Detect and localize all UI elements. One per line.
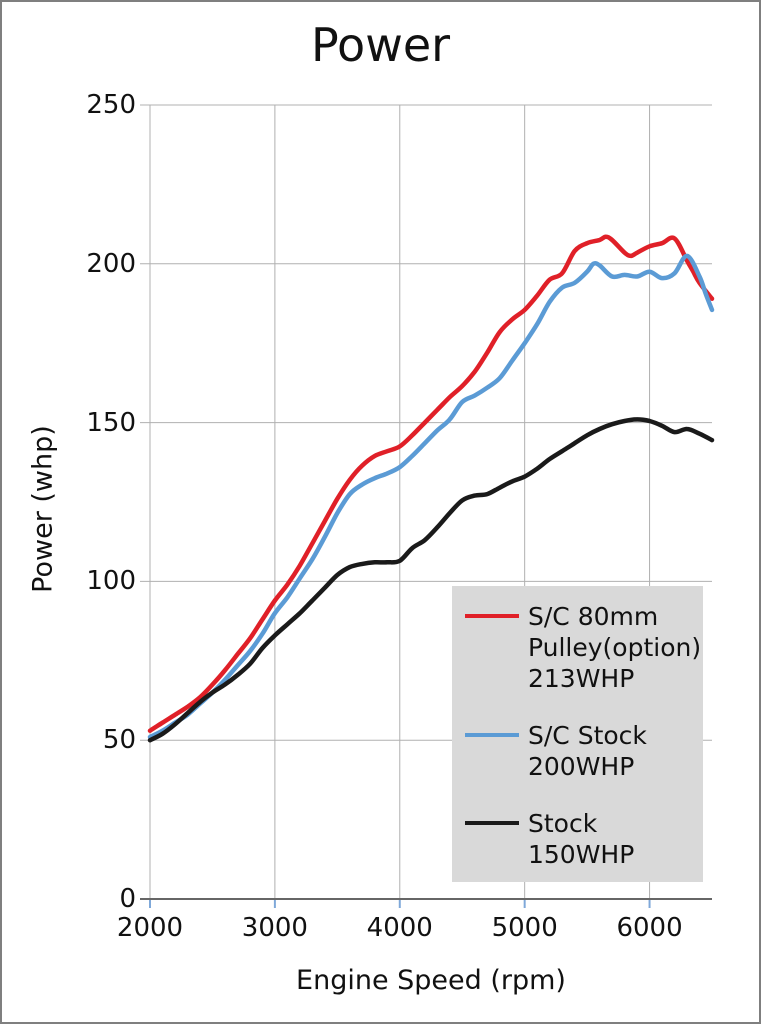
legend-line-sample — [465, 733, 519, 737]
legend-line-sample — [465, 821, 519, 825]
legend-label: Stock 150WHP — [528, 809, 635, 869]
y-axis-title: Power (whp) — [27, 425, 59, 593]
series-line — [147, 234, 715, 733]
legend: S/C 80mm Pulley(option) 213WHP S/C Stock 200… — [452, 586, 703, 882]
legend-label: S/C 80mm Pulley(option) 213WHP — [528, 602, 702, 693]
x-tick-label: 6000 — [616, 913, 683, 943]
series-line — [147, 417, 715, 743]
x-tick-label: 4000 — [366, 913, 433, 943]
legend-line-sample — [465, 614, 519, 618]
y-tick-label: 200 — [86, 248, 136, 279]
x-tick-label: 5000 — [491, 913, 558, 943]
legend-item: Stock 150WHP — [465, 808, 697, 870]
y-tick-label: 50 — [102, 725, 136, 756]
y-tick-label: 250 — [86, 90, 136, 120]
x-tick-label: 3000 — [241, 913, 308, 943]
chart-title: Power — [310, 18, 451, 72]
y-tick-label: 150 — [86, 407, 136, 438]
series-line — [147, 253, 715, 740]
y-tick-label: 0 — [119, 884, 136, 914]
y-tick-label: 100 — [86, 566, 136, 597]
x-tick-label: 2000 — [116, 913, 184, 943]
legend-label: S/C Stock 200WHP — [528, 721, 647, 781]
x-axis-title: Engine Speed (rpm) — [296, 965, 566, 996]
legend-item: S/C 80mm Pulley(option) 213WHP — [465, 601, 701, 694]
legend-item: S/C Stock 200WHP — [465, 720, 697, 782]
